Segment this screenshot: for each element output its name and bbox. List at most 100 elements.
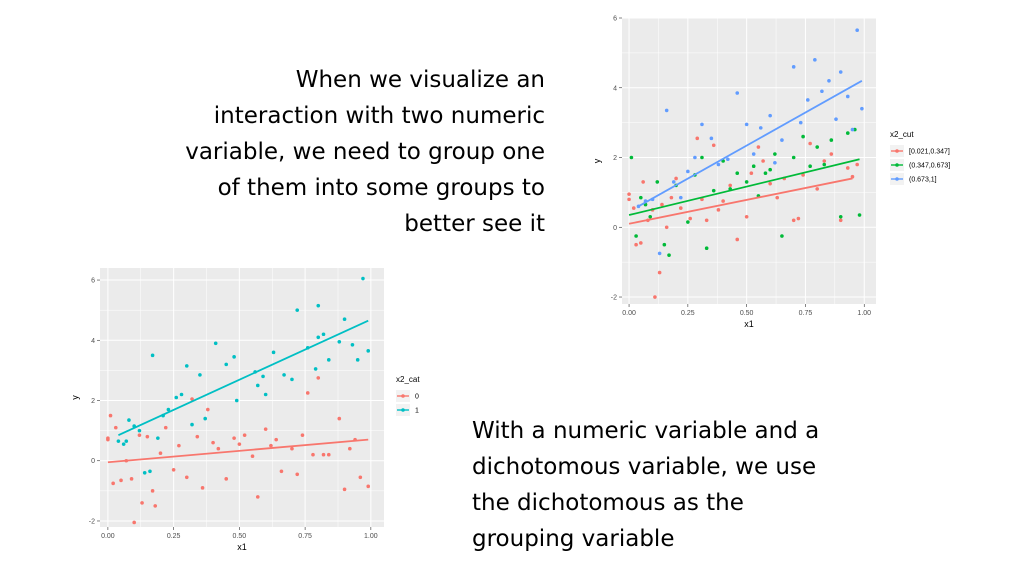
legend-label: [0.021,0.347] (909, 149, 950, 156)
plot-panel (100, 268, 384, 527)
data-point (337, 339, 342, 344)
data-point (311, 452, 315, 457)
data-point (313, 367, 318, 371)
legend-key-point (895, 163, 899, 167)
data-point (686, 220, 690, 224)
legend-key-point (895, 177, 899, 181)
data-point (700, 122, 704, 127)
data-point (119, 478, 123, 483)
data-point (211, 440, 215, 445)
data-point (845, 94, 850, 99)
data-point (106, 436, 110, 440)
data-point (829, 152, 834, 156)
data-point (124, 439, 129, 443)
x-tick-label: 0.75 (298, 533, 312, 540)
data-point (671, 180, 676, 184)
data-point (627, 197, 631, 202)
text-top-line: When we visualize an (295, 67, 545, 93)
data-point (711, 188, 716, 193)
data-point (242, 433, 247, 437)
data-point (815, 187, 820, 191)
data-point (775, 195, 780, 200)
data-point (657, 251, 662, 256)
data-point (629, 155, 634, 160)
legend-key-point (401, 408, 405, 412)
data-point (758, 126, 763, 130)
data-point (653, 295, 657, 299)
data-point (798, 120, 803, 125)
data-point (749, 171, 754, 176)
data-point (838, 70, 843, 74)
data-point (366, 484, 371, 489)
data-point (337, 416, 342, 421)
data-point (838, 215, 843, 219)
fit-line (118, 319, 369, 436)
data-point (827, 78, 831, 83)
data-point (355, 358, 360, 362)
data-point (664, 108, 669, 113)
text-top-line: variable, we need to group one (185, 139, 545, 165)
data-point (140, 501, 144, 505)
data-point (721, 199, 725, 203)
data-point (321, 452, 326, 457)
data-point (184, 364, 189, 368)
data-point (744, 122, 749, 127)
data-point (342, 487, 347, 492)
data-point (678, 206, 683, 210)
data-point (655, 180, 660, 184)
y-tick-label: 4 (91, 338, 95, 345)
data-point (316, 335, 321, 340)
data-point (171, 467, 176, 472)
data-point (845, 166, 850, 170)
data-point (213, 341, 218, 346)
x-tick-label: 0.50 (740, 310, 754, 317)
data-point (801, 134, 805, 139)
legend-key-point (895, 149, 899, 153)
data-point (820, 89, 824, 94)
data-point (716, 208, 721, 212)
data-point (704, 218, 709, 223)
data-point (269, 443, 273, 448)
data-point (316, 376, 321, 380)
data-point (829, 138, 834, 142)
data-point (700, 155, 704, 160)
data-point (773, 152, 777, 156)
y-tick-label: 6 (613, 16, 617, 23)
data-point (664, 225, 669, 230)
data-point (255, 383, 260, 388)
data-point (274, 437, 278, 442)
data-point (250, 454, 255, 459)
data-point (813, 58, 817, 62)
data-point (735, 237, 740, 242)
data-point (631, 206, 636, 210)
data-point (156, 436, 160, 440)
text-top-line: better see it (404, 211, 545, 237)
data-point (263, 392, 268, 397)
data-point (688, 216, 693, 221)
data-point (113, 425, 118, 430)
data-point (224, 362, 229, 367)
data-point (132, 520, 136, 525)
data-point (634, 234, 638, 238)
data-point (805, 98, 810, 102)
data-point (232, 355, 236, 359)
slide-text-bottom: With a numeric variable and a dichotomou… (472, 413, 862, 557)
data-point (657, 270, 662, 275)
data-point (850, 127, 855, 132)
data-point (855, 162, 859, 167)
data-point (300, 433, 305, 437)
data-point (142, 470, 147, 475)
data-point (216, 446, 221, 451)
data-point (678, 195, 683, 200)
data-point (234, 398, 239, 403)
data-point (321, 332, 326, 337)
data-point (834, 117, 838, 121)
x-axis-title: x1 (744, 319, 754, 329)
x-tick-label: 0.25 (681, 310, 695, 317)
data-point (773, 160, 777, 165)
text-bottom-line: the dichotomous as the (472, 490, 744, 516)
data-point (709, 136, 714, 141)
data-point (791, 218, 796, 223)
legend-title: x2_cat (396, 375, 420, 384)
data-point (791, 65, 796, 69)
